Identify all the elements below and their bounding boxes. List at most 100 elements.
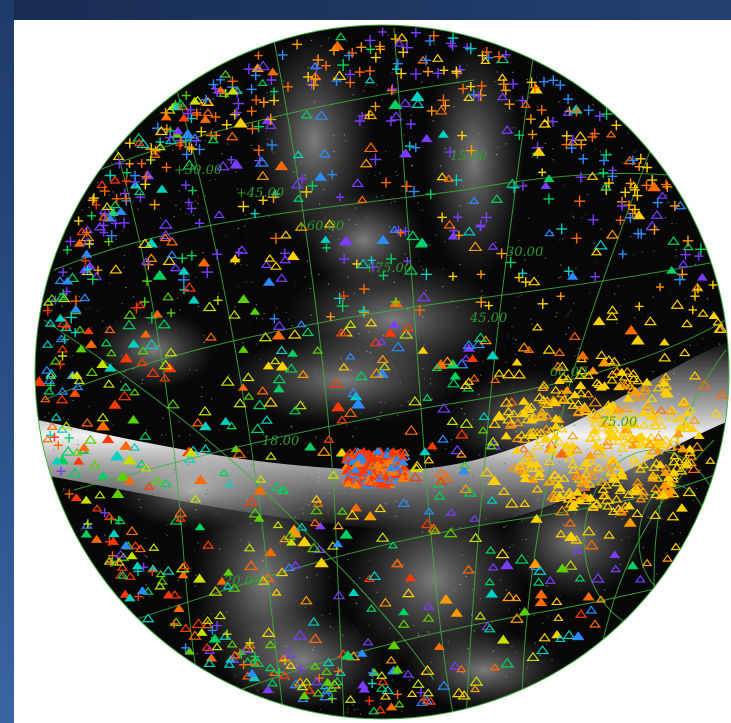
source-triangle-marker[interactable] <box>526 431 539 440</box>
source-triangle-marker[interactable] <box>469 684 481 693</box>
source-triangle-marker[interactable] <box>422 613 435 622</box>
source-triangle-marker[interactable] <box>590 247 603 256</box>
source-triangle-marker[interactable] <box>405 230 420 241</box>
source-triangle-marker[interactable] <box>710 408 723 417</box>
source-cross-marker[interactable] <box>356 42 367 53</box>
source-triangle-marker[interactable] <box>115 471 130 481</box>
source-triangle-marker[interactable] <box>564 531 578 541</box>
cluster-source-marker[interactable] <box>363 476 374 485</box>
source-triangle-marker[interactable] <box>512 418 524 427</box>
source-triangle-marker[interactable] <box>431 53 444 62</box>
source-triangle-marker[interactable] <box>74 325 86 333</box>
source-triangle-marker[interactable] <box>267 67 279 76</box>
source-triangle-marker[interactable] <box>103 512 116 521</box>
source-triangle-marker[interactable] <box>558 473 570 482</box>
source-triangle-marker[interactable] <box>602 400 615 409</box>
source-triangle-marker[interactable] <box>406 689 418 697</box>
source-cross-marker[interactable] <box>253 144 265 156</box>
source-triangle-marker[interactable] <box>690 441 704 451</box>
source-triangle-marker[interactable] <box>94 490 106 499</box>
source-triangle-marker[interactable] <box>294 221 308 231</box>
source-triangle-marker[interactable] <box>403 264 419 275</box>
source-triangle-marker[interactable] <box>359 158 373 168</box>
source-triangle-marker[interactable] <box>424 696 437 705</box>
source-triangle-marker[interactable] <box>249 307 261 315</box>
source-triangle-marker[interactable] <box>437 129 449 138</box>
source-triangle-marker[interactable] <box>684 444 696 453</box>
source-triangle-marker[interactable] <box>269 356 281 365</box>
source-triangle-marker[interactable] <box>542 344 556 354</box>
source-cross-marker[interactable] <box>56 466 66 476</box>
source-cross-marker[interactable] <box>245 638 255 648</box>
source-cross-marker[interactable] <box>669 200 680 211</box>
source-cross-marker[interactable] <box>563 266 574 276</box>
source-cross-marker[interactable] <box>566 143 577 154</box>
source-triangle-marker[interactable] <box>455 429 469 439</box>
source-triangle-marker[interactable] <box>404 424 419 435</box>
source-triangle-marker[interactable] <box>363 142 379 153</box>
source-cross-marker[interactable] <box>504 99 515 110</box>
source-triangle-marker[interactable] <box>567 493 579 502</box>
source-cross-marker[interactable] <box>104 237 114 247</box>
source-triangle-marker[interactable] <box>652 383 664 392</box>
source-cross-marker[interactable] <box>253 121 264 132</box>
source-triangle-marker[interactable] <box>670 462 684 472</box>
source-triangle-marker[interactable] <box>306 542 321 553</box>
source-triangle-marker[interactable] <box>650 458 663 467</box>
source-triangle-marker[interactable] <box>290 179 304 189</box>
source-triangle-marker[interactable] <box>446 378 461 388</box>
source-triangle-marker[interactable] <box>514 553 529 564</box>
source-triangle-marker[interactable] <box>540 181 552 189</box>
source-triangle-marker[interactable] <box>561 385 573 394</box>
source-triangle-marker[interactable] <box>356 195 368 203</box>
source-triangle-marker[interactable] <box>320 666 333 675</box>
source-cross-marker[interactable] <box>55 359 65 369</box>
source-cross-marker[interactable] <box>642 162 653 173</box>
source-cross-marker[interactable] <box>555 80 566 91</box>
source-cross-marker[interactable] <box>150 145 161 156</box>
source-triangle-marker[interactable] <box>589 465 601 473</box>
source-triangle-marker[interactable] <box>647 473 659 482</box>
source-triangle-marker[interactable] <box>244 496 259 506</box>
source-triangle-marker[interactable] <box>81 417 94 427</box>
cluster-source-marker[interactable] <box>343 455 354 464</box>
source-triangle-marker[interactable] <box>102 379 115 388</box>
source-triangle-marker[interactable] <box>238 345 249 353</box>
source-triangle-marker[interactable] <box>530 459 543 468</box>
source-triangle-marker[interactable] <box>159 478 173 488</box>
source-triangle-marker[interactable] <box>637 487 650 496</box>
source-triangle-marker[interactable] <box>574 371 586 380</box>
source-triangle-marker[interactable] <box>546 444 558 453</box>
source-triangle-marker[interactable] <box>363 510 377 521</box>
source-triangle-marker[interactable] <box>72 456 85 465</box>
cluster-source-marker[interactable] <box>397 474 408 482</box>
source-triangle-marker[interactable] <box>585 605 598 614</box>
source-triangle-marker[interactable] <box>138 238 153 249</box>
cluster-source-marker[interactable] <box>350 465 361 473</box>
source-triangle-marker[interactable] <box>227 655 240 663</box>
source-triangle-marker[interactable] <box>540 424 553 433</box>
source-triangle-marker[interactable] <box>241 372 255 382</box>
source-cross-marker[interactable] <box>410 68 422 80</box>
source-triangle-marker[interactable] <box>647 408 659 417</box>
source-cross-marker[interactable] <box>411 143 421 153</box>
source-triangle-marker[interactable] <box>423 455 435 464</box>
source-triangle-marker[interactable] <box>544 575 556 584</box>
source-triangle-marker[interactable] <box>79 293 91 302</box>
source-triangle-marker[interactable] <box>674 465 688 475</box>
source-cross-marker[interactable] <box>556 292 565 301</box>
source-cross-marker[interactable] <box>365 44 376 55</box>
source-cross-marker[interactable] <box>62 287 72 297</box>
source-triangle-marker[interactable] <box>449 661 462 670</box>
source-triangle-marker[interactable] <box>651 437 664 446</box>
source-triangle-marker[interactable] <box>402 669 414 678</box>
source-triangle-marker[interactable] <box>526 651 540 662</box>
source-triangle-marker[interactable] <box>73 376 85 385</box>
source-cross-marker[interactable] <box>246 84 257 95</box>
source-triangle-marker[interactable] <box>550 398 562 407</box>
source-triangle-marker[interactable] <box>179 623 192 632</box>
source-cross-marker[interactable] <box>246 106 257 117</box>
source-triangle-marker[interactable] <box>650 209 664 219</box>
source-triangle-marker[interactable] <box>358 684 371 693</box>
source-triangle-marker[interactable] <box>570 535 583 544</box>
